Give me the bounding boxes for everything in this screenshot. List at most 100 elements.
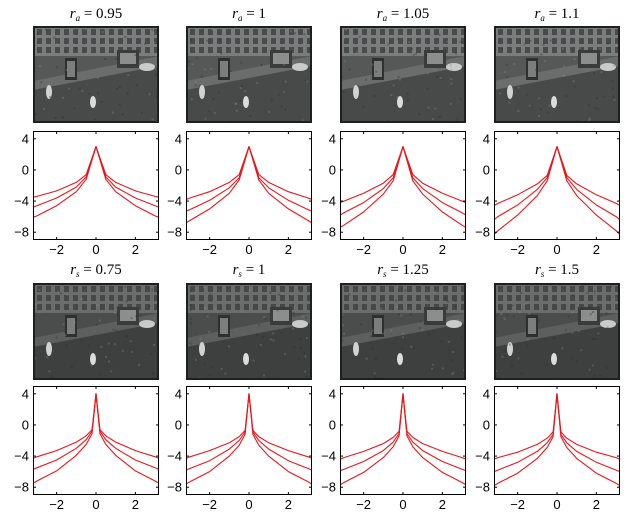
title-subscript: a xyxy=(382,13,388,23)
line-plot: −2 0 2 4 0 −4 −8 xyxy=(321,131,466,257)
x-tick-label: −2 xyxy=(356,242,371,257)
x-tick-label: 0 xyxy=(92,497,99,512)
x-tick-label: −2 xyxy=(510,242,525,257)
y-tick-label: −4 xyxy=(167,194,182,209)
title-subscript: a xyxy=(237,13,243,23)
series-line-1 xyxy=(340,146,466,204)
title-equals: = xyxy=(79,262,96,278)
series-line-2 xyxy=(33,146,159,208)
plot-area: −2 0 2 4 0 −4 −8 xyxy=(321,386,466,512)
x-tick-label: 0 xyxy=(553,497,560,512)
panel-title: ra = 1 xyxy=(179,6,319,26)
series-line-1 xyxy=(186,393,312,459)
plot-frame xyxy=(186,386,312,495)
x-tick-label: 0 xyxy=(245,497,252,512)
y-tick-label: 4 xyxy=(175,386,182,401)
line-plot: −2 0 2 4 0 −4 −8 xyxy=(14,386,159,512)
title-equals: = xyxy=(241,262,258,278)
series-line-3 xyxy=(186,393,312,485)
plot-area: −2 0 2 4 0 −4 −8 xyxy=(167,131,312,257)
video-frame xyxy=(340,283,466,380)
video-frame xyxy=(186,26,312,123)
y-tick-label: 0 xyxy=(329,162,336,177)
plot-area: −2 0 2 4 0 −4 −8 xyxy=(475,386,620,512)
y-tick-label: 4 xyxy=(483,131,490,146)
x-tick-label: −2 xyxy=(356,497,371,512)
line-plot: −2 0 2 4 0 −4 −8 xyxy=(167,131,312,257)
x-tick-label: 0 xyxy=(399,497,406,512)
panel-title: ra = 1.1 xyxy=(487,6,627,26)
title-value: 1 xyxy=(258,6,266,22)
y-tick-label: 4 xyxy=(329,131,336,146)
x-tick-label: 0 xyxy=(399,242,406,257)
title-symbol: r xyxy=(69,6,76,22)
x-tick-label: −2 xyxy=(202,497,217,512)
video-frame xyxy=(33,26,159,123)
series-line-3 xyxy=(33,146,159,218)
plot-area: −2 0 2 4 0 −4 −8 xyxy=(475,131,620,257)
y-tick-label: 4 xyxy=(175,131,182,146)
series-line-2 xyxy=(340,146,466,216)
line-plot: −2 0 2 4 0 −4 −8 xyxy=(167,386,312,512)
y-tick-label: 0 xyxy=(483,162,490,177)
y-tick-label: −4 xyxy=(475,449,490,464)
plot-area: −2 0 2 4 0 −4 −8 xyxy=(14,386,159,512)
plot-area: −2 0 2 4 0 −4 −8 xyxy=(167,386,312,512)
series-line-2 xyxy=(186,393,312,471)
y-tick-label: 0 xyxy=(22,162,29,177)
y-tick-label: −8 xyxy=(475,480,490,495)
plot-frame xyxy=(494,386,620,495)
series-line-1 xyxy=(494,146,620,207)
y-tick-label: −4 xyxy=(321,449,336,464)
plot-area: −2 0 2 4 0 −4 −8 xyxy=(321,131,466,257)
title-value: 1 xyxy=(257,262,266,278)
y-tick-label: 0 xyxy=(483,417,490,432)
video-frame xyxy=(494,283,620,380)
y-tick-label: −4 xyxy=(14,449,29,464)
title-symbol: r xyxy=(376,6,383,22)
title-value: 0.75 xyxy=(95,262,122,278)
panel-title: ra = 0.95 xyxy=(26,6,166,26)
title-symbol: r xyxy=(534,262,541,278)
y-tick-label: 0 xyxy=(22,417,29,432)
y-tick-label: −8 xyxy=(14,480,29,495)
series-line-1 xyxy=(33,393,159,459)
title-value: 1.5 xyxy=(560,262,580,278)
y-tick-label: 4 xyxy=(483,386,490,401)
title-symbol: r xyxy=(232,262,239,278)
video-frame xyxy=(494,26,620,123)
line-plot: −2 0 2 4 0 −4 −8 xyxy=(14,131,159,257)
x-tick-label: 0 xyxy=(245,242,252,257)
title-subscript: s xyxy=(238,269,242,279)
title-equals: = xyxy=(242,6,259,22)
series-line-3 xyxy=(494,146,620,235)
y-tick-label: −8 xyxy=(475,225,490,240)
y-tick-label: −8 xyxy=(321,480,336,495)
y-tick-label: 0 xyxy=(175,417,182,432)
y-tick-label: 4 xyxy=(329,386,336,401)
y-tick-label: −4 xyxy=(167,449,182,464)
street-scene-image xyxy=(186,26,312,123)
title-value: 0.95 xyxy=(96,6,123,22)
y-tick-label: 0 xyxy=(329,417,336,432)
y-tick-label: −4 xyxy=(475,194,490,209)
x-tick-label: −2 xyxy=(510,497,525,512)
series-line-1 xyxy=(186,146,312,201)
x-tick-label: 0 xyxy=(92,242,99,257)
y-tick-label: −8 xyxy=(14,225,29,240)
title-value: 1.1 xyxy=(560,6,580,22)
series-line-2 xyxy=(186,146,312,212)
y-tick-label: −8 xyxy=(321,225,336,240)
x-tick-label: 2 xyxy=(593,242,600,257)
street-scene-image xyxy=(186,283,312,380)
series-line-2 xyxy=(494,146,620,221)
title-equals: = xyxy=(80,6,97,22)
series-line-3 xyxy=(494,393,620,487)
street-scene-image xyxy=(494,283,620,380)
title-symbol: r xyxy=(232,6,238,22)
series-line-2 xyxy=(340,393,466,472)
panel-title: rs = 1.5 xyxy=(487,262,627,282)
x-tick-label: 2 xyxy=(439,497,446,512)
title-equals: = xyxy=(386,262,403,278)
video-frame xyxy=(340,26,466,123)
